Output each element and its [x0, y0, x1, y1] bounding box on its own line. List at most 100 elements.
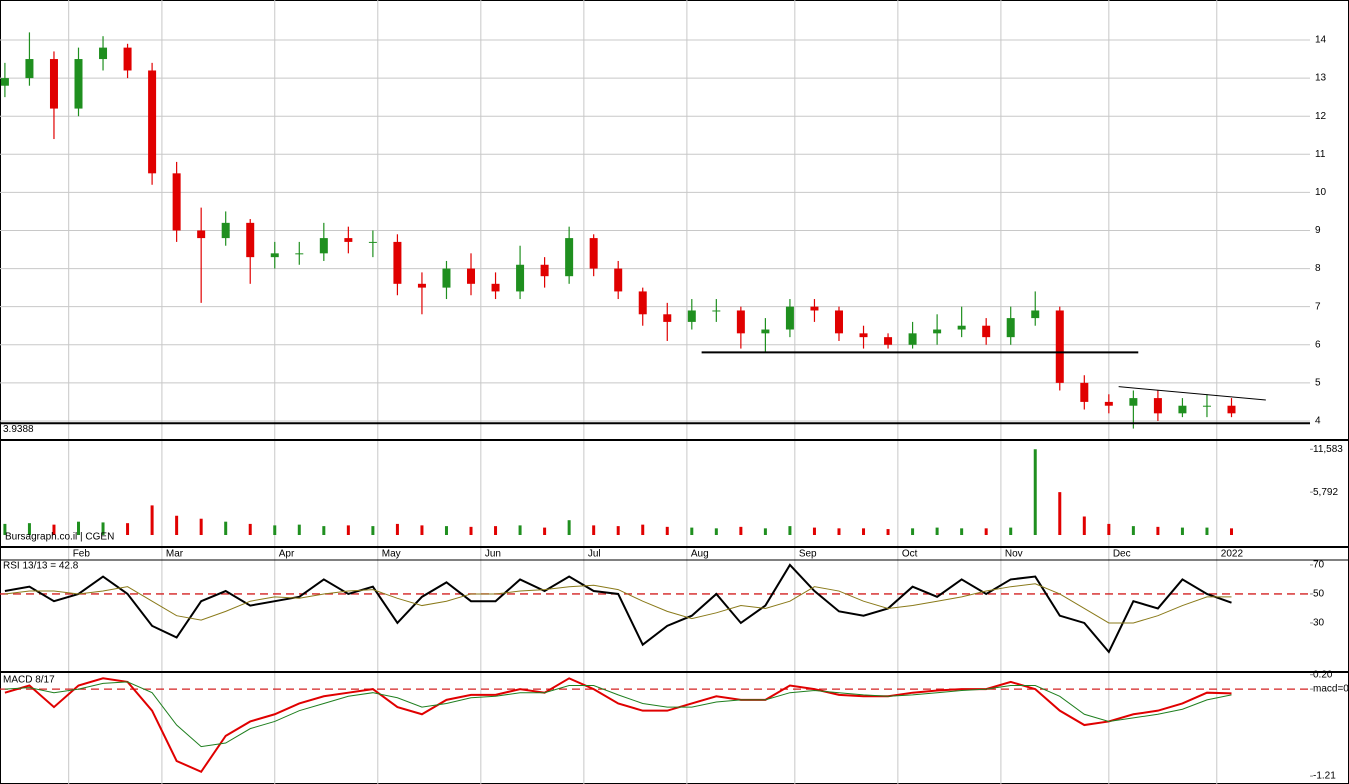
candle-body [908, 333, 917, 345]
candle-body [172, 173, 181, 231]
candle-body [49, 59, 58, 109]
candle-body [565, 238, 574, 277]
volume-bar [175, 515, 179, 535]
candle-body [736, 310, 745, 334]
candle-body [933, 329, 942, 334]
x-tick-label: 2022 [1221, 549, 1244, 560]
candle-body [246, 222, 255, 258]
candle-body [1055, 310, 1064, 383]
y-tick-label: -1.21 [1313, 771, 1336, 782]
volume-bar [371, 526, 375, 535]
support-label: 3.9388 [3, 424, 34, 435]
candle-body [74, 59, 83, 109]
candle-body [663, 314, 672, 322]
x-tick-label: Jun [485, 549, 501, 560]
x-tick-label: Nov [1005, 549, 1023, 560]
y-tick-label: 7 [1315, 301, 1321, 312]
panel-title: RSI 13/13 = 42.8 [3, 561, 79, 572]
y-tick-label: 10 [1315, 187, 1327, 198]
volume-bar [567, 520, 571, 535]
x-tick-label: Oct [902, 549, 918, 560]
candle-body [1153, 398, 1162, 414]
candle-body [1104, 401, 1113, 406]
candle-body [1080, 382, 1089, 402]
candle-body [1031, 310, 1040, 319]
volume-bar [420, 525, 424, 535]
volume-bar [960, 528, 964, 535]
volume-bar [1205, 527, 1209, 535]
trend-line [1118, 386, 1266, 401]
x-tick-label: May [382, 549, 401, 560]
volume-bar [592, 525, 596, 535]
volume-bar [714, 528, 718, 535]
volume-bar [77, 521, 81, 535]
candle-body [516, 264, 525, 292]
volume-bar [27, 523, 31, 535]
indicator-line [4, 563, 1232, 654]
y-tick-label: 8 [1315, 263, 1321, 274]
y-tick-label: 11,583 [1313, 444, 1343, 455]
candle-body [957, 325, 966, 330]
volume-bar [812, 527, 816, 535]
volume-bar [126, 523, 130, 535]
volume-bar [837, 528, 841, 535]
candle-body [687, 310, 696, 322]
panel-title: MACD 8/17 [3, 675, 55, 686]
y-tick-label: 9 [1315, 225, 1321, 236]
candle-body [344, 238, 353, 242]
volume-bar [1131, 526, 1135, 535]
volume-bar [444, 526, 448, 535]
y-tick-label: 4 [1315, 416, 1321, 427]
volume-bar [248, 523, 252, 535]
candle-body [884, 337, 893, 345]
x-tick-label: Apr [279, 549, 295, 560]
volume-bar [395, 523, 399, 535]
candle-body [417, 283, 426, 288]
candle-body [221, 222, 230, 239]
y-tick-label: 50 [1313, 589, 1325, 600]
y-tick-label: 5 [1315, 377, 1321, 388]
candle-body [589, 238, 598, 269]
y-tick-label: 0.20 [1313, 669, 1333, 680]
candle-body [319, 238, 328, 254]
volume-bar [886, 529, 890, 535]
volume-bar [469, 526, 473, 535]
volume-bar [1180, 527, 1184, 535]
y-tick-label: 11 [1315, 149, 1326, 160]
y-tick-label: 70 [1313, 560, 1325, 571]
volume-bar [1156, 526, 1160, 535]
volume-bar [690, 527, 694, 535]
candle-body [834, 310, 843, 334]
candle-body [982, 325, 991, 338]
watermark: Bursagraph.co.il | CGEN [5, 532, 114, 543]
x-tick-label: Feb [73, 549, 91, 560]
candle-body [1129, 398, 1138, 406]
candle-body [1006, 318, 1015, 338]
candle-body [1178, 405, 1187, 414]
volume-bar [494, 526, 498, 535]
candle-body [785, 306, 794, 330]
volume-bar [641, 524, 645, 535]
candle-body [638, 291, 647, 315]
candle-body [295, 253, 304, 255]
volume-bar [1033, 449, 1037, 535]
volume-bar [763, 528, 767, 535]
volume-bar [1229, 528, 1233, 535]
candle-body [810, 306, 819, 311]
volume-bar [616, 526, 620, 535]
y-tick-label: 30 [1313, 618, 1325, 629]
volume-bar [1082, 516, 1086, 535]
indicator-line [4, 677, 1232, 774]
volume-bar [935, 527, 939, 535]
volume-bar [543, 527, 547, 535]
x-tick-label: Dec [1113, 549, 1131, 560]
x-tick-label: Sep [799, 549, 817, 560]
candle-body [123, 47, 132, 71]
indicator-line [4, 583, 1232, 624]
candle-body [712, 310, 721, 312]
volume-bar [1058, 492, 1062, 535]
volume-bar [739, 526, 743, 535]
candle-body [270, 253, 279, 258]
